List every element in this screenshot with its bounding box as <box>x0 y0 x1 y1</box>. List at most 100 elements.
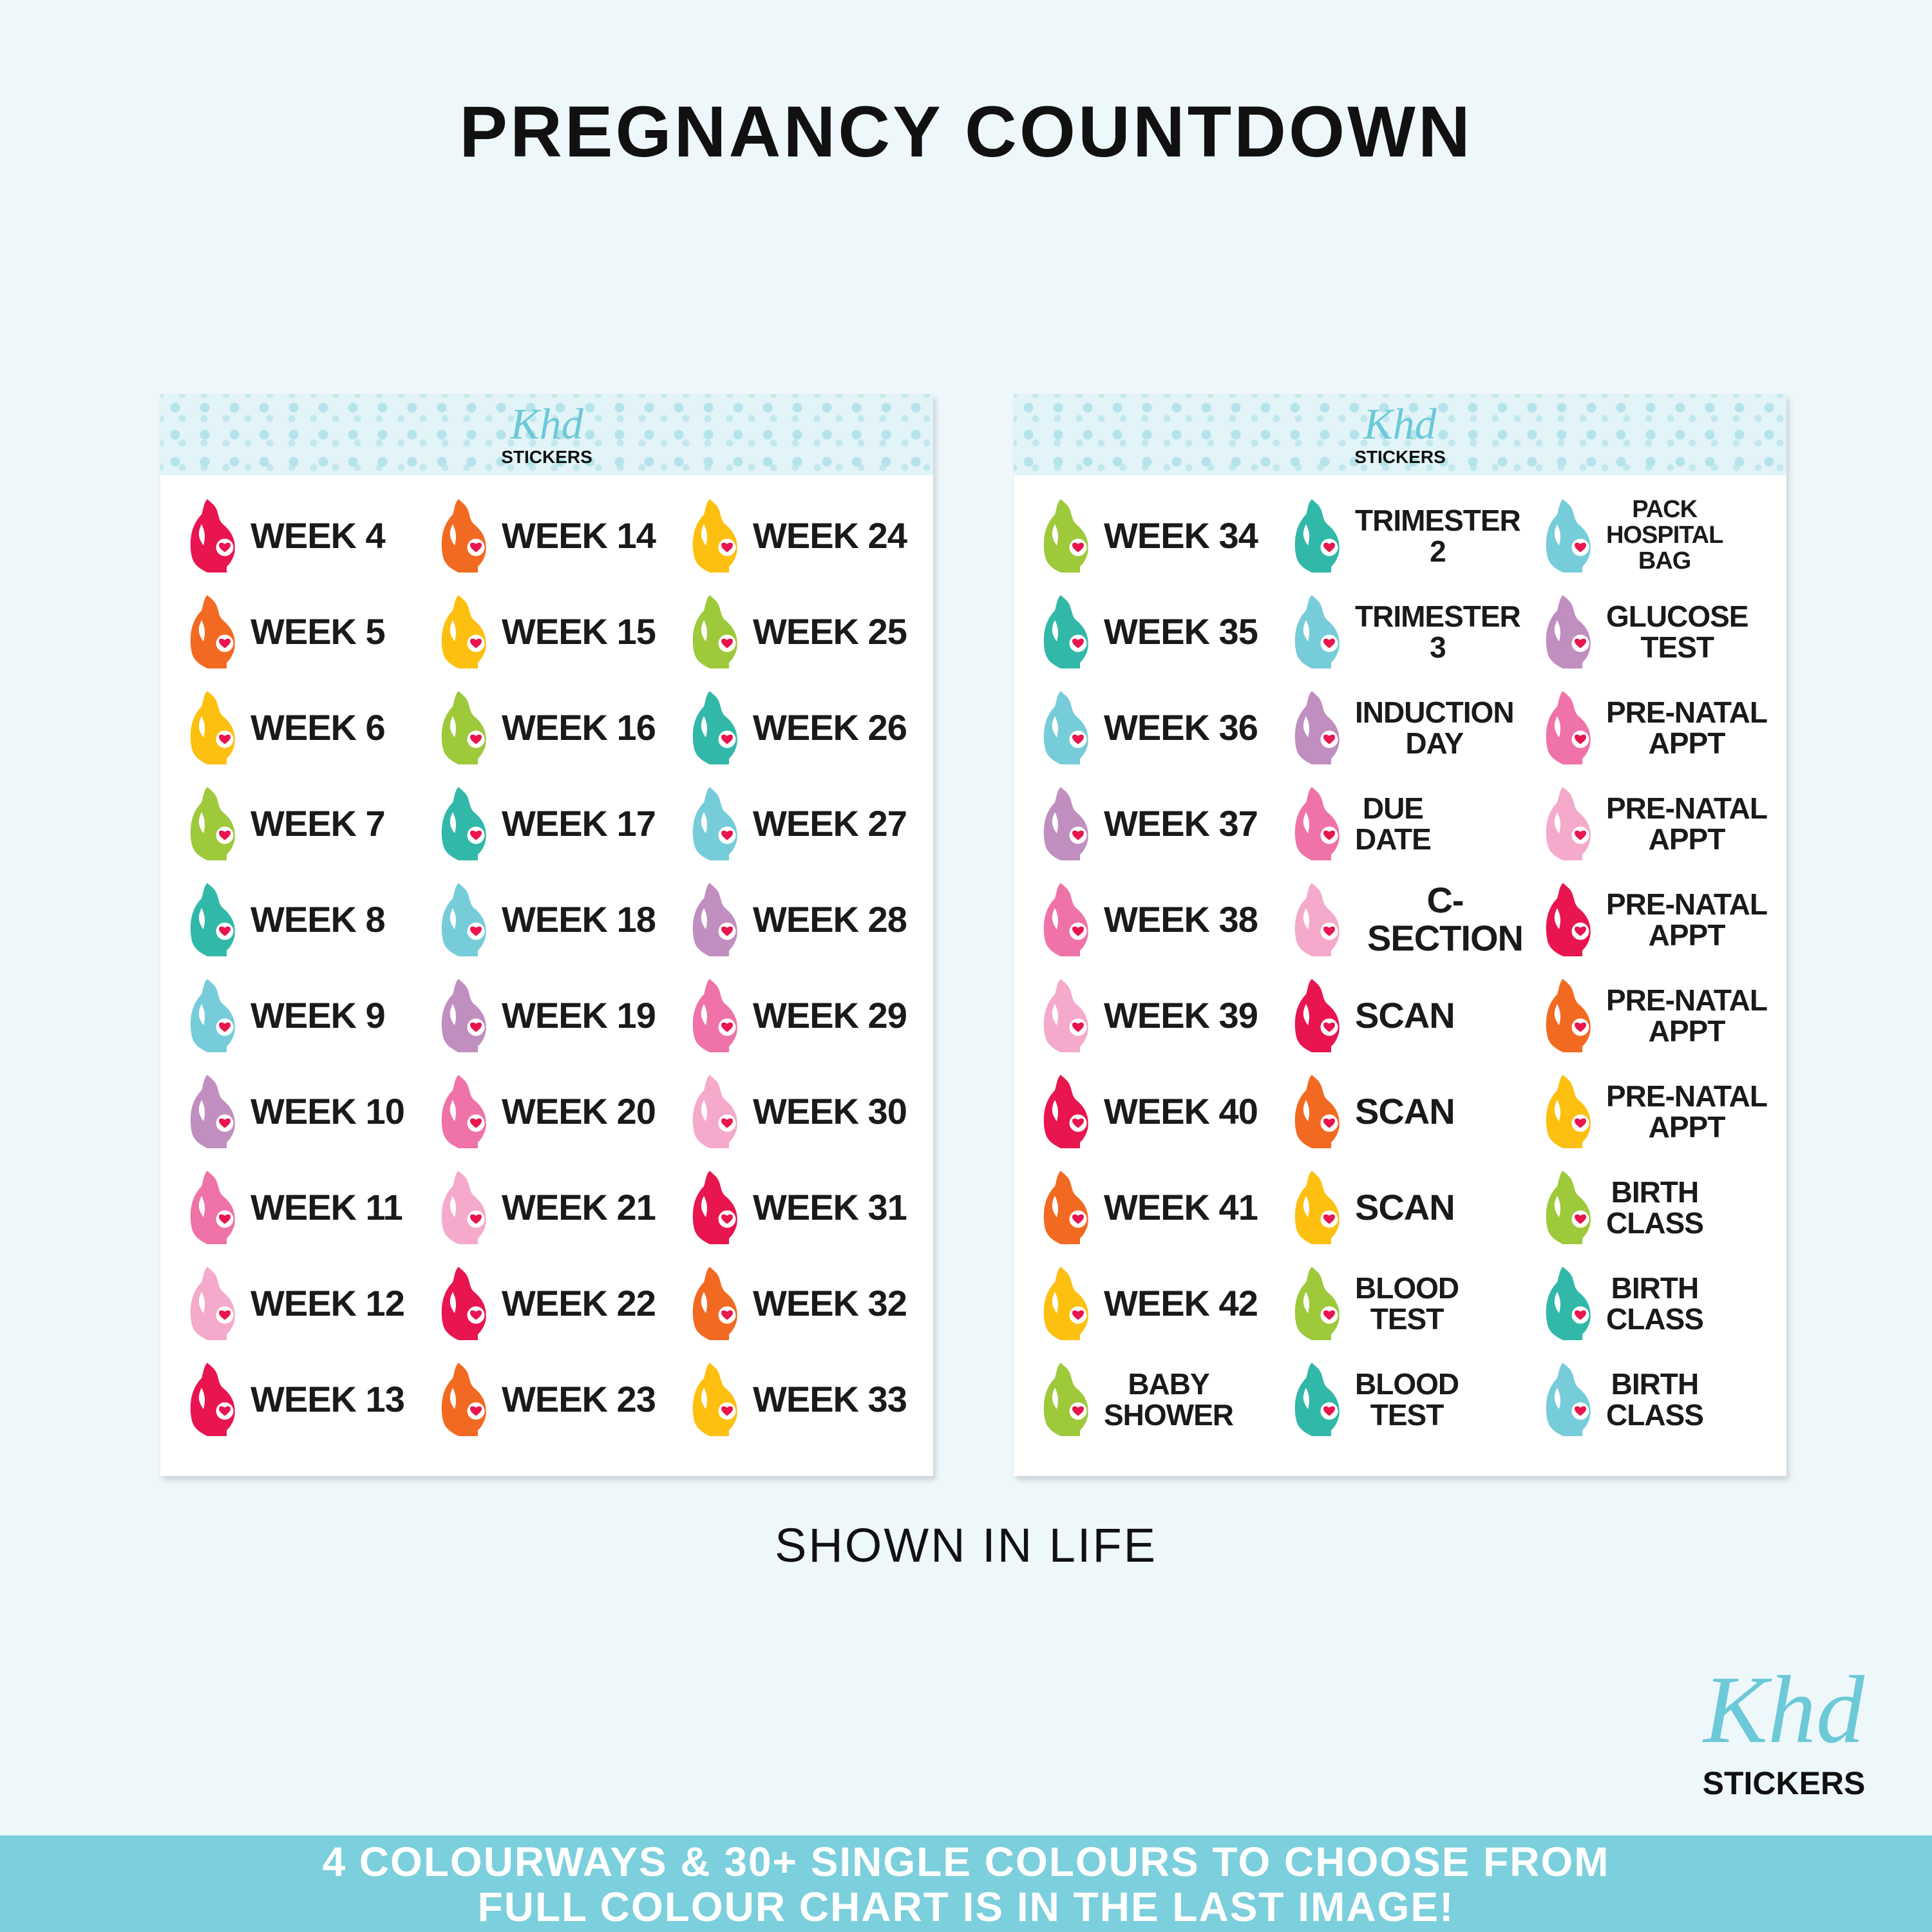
sticker-label: WEEK 11 <box>251 1186 403 1227</box>
pregnant-silhouette-icon <box>1294 1363 1340 1436</box>
sticker: BLOOD TEST <box>1291 1354 1535 1444</box>
sticker: GLUCOSE TEST <box>1542 587 1786 677</box>
pregnant-silhouette-icon <box>1294 595 1340 668</box>
sticker-label: BLOOD TEST <box>1355 1367 1459 1432</box>
sticker: BIRTH CLASS <box>1542 1162 1786 1253</box>
pregnant-silhouette-icon <box>1294 1267 1340 1340</box>
sticker: WEEK 12 <box>186 1258 431 1349</box>
pregnant-silhouette-icon <box>441 787 486 860</box>
sticker-label: WEEK 23 <box>502 1378 656 1419</box>
sticker: WEEK 31 <box>688 1162 933 1253</box>
sticker: TRIMESTER 3 <box>1291 587 1535 677</box>
sheet-header-band: Khd STICKERS <box>1014 394 1786 475</box>
pregnant-silhouette-icon <box>190 499 235 573</box>
sticker-label: WEEK 19 <box>502 994 656 1036</box>
pregnant-silhouette-icon <box>190 1075 235 1148</box>
sticker: SCAN <box>1291 1162 1535 1253</box>
pregnant-silhouette-icon <box>1043 979 1088 1052</box>
promo-banner: 4 COLOURWAYS & 30+ SINGLE COLOURS TO CHO… <box>0 1835 1932 1932</box>
sticker: WEEK 42 <box>1039 1258 1284 1349</box>
sticker-label: BLOOD TEST <box>1355 1271 1459 1336</box>
sticker: WEEK 14 <box>437 491 682 581</box>
sticker-label: SCAN <box>1355 994 1455 1036</box>
pregnant-silhouette-icon <box>441 499 486 573</box>
brand-logo-script: Khd <box>1703 1656 1865 1763</box>
sticker: WEEK 41 <box>1039 1162 1284 1253</box>
sticker-label: WEEK 15 <box>502 611 656 652</box>
pregnant-silhouette-icon <box>1043 1363 1088 1436</box>
sticker-label: WEEK 13 <box>251 1378 405 1419</box>
pregnant-silhouette-icon <box>1294 691 1340 764</box>
sticker: PRE-NATAL APPT <box>1542 683 1786 773</box>
sticker: WEEK 19 <box>437 971 682 1061</box>
sheet-logo-script: Khd <box>1363 399 1437 448</box>
sticker-label: WEEK 4 <box>251 515 386 556</box>
pregnant-silhouette-icon <box>1294 883 1340 956</box>
sticker: WEEK 11 <box>186 1162 431 1253</box>
pregnant-silhouette-icon <box>1294 979 1340 1052</box>
sticker-label: PRE-NATAL APPT <box>1606 791 1768 856</box>
pregnant-silhouette-icon <box>1546 1075 1591 1148</box>
sticker-label: WEEK 37 <box>1104 802 1258 844</box>
pregnant-silhouette-icon <box>190 979 235 1052</box>
sticker-sheet-1: Khd STICKERS WEEK 4 WEEK 5 WEEK 6 WEEK 7 WEE… <box>160 394 933 1476</box>
brand-logo: Khd STICKERS <box>1674 1655 1893 1802</box>
pregnant-silhouette-icon <box>441 883 486 956</box>
pregnant-silhouette-icon <box>1294 787 1340 860</box>
sheet-logo-script: Khd <box>510 399 583 448</box>
sticker-label: WEEK 33 <box>753 1378 907 1419</box>
pregnant-silhouette-icon <box>1546 979 1591 1052</box>
sticker: WEEK 6 <box>186 683 431 773</box>
sticker-label: WEEK 25 <box>753 611 907 652</box>
banner-line-2: FULL COLOUR CHART IS IN THE LAST IMAGE! <box>477 1884 1455 1930</box>
sticker: WEEK 7 <box>186 779 431 869</box>
sticker-label: PACK HOSPITAL BAG <box>1606 496 1723 574</box>
sticker-label: BIRTH CLASS <box>1606 1271 1704 1336</box>
sticker-label: WEEK 21 <box>502 1186 656 1227</box>
brand-logo-word: STICKERS <box>1702 1765 1866 1801</box>
sticker: BIRTH CLASS <box>1542 1258 1786 1349</box>
page-title: PREGNANCY COUNTDOWN <box>459 91 1473 172</box>
pregnant-silhouette-icon <box>190 1363 235 1436</box>
caption: SHOWN IN LIFE <box>774 1519 1158 1572</box>
sticker: WEEK 22 <box>437 1258 682 1349</box>
sticker: WEEK 25 <box>688 587 933 677</box>
pregnant-silhouette-icon <box>1546 1267 1591 1340</box>
sticker: WEEK 35 <box>1039 587 1284 677</box>
pregnant-silhouette-icon <box>1294 1075 1340 1148</box>
sticker-label: WEEK 14 <box>502 515 656 556</box>
pregnant-silhouette-icon <box>692 595 737 668</box>
pregnant-silhouette-icon <box>1043 595 1088 668</box>
sticker-label: WEEK 29 <box>753 994 907 1036</box>
pregnant-silhouette-icon <box>1043 691 1088 764</box>
sheet-logo: Khd STICKERS <box>501 401 592 468</box>
sticker: PRE-NATAL APPT <box>1542 1066 1786 1157</box>
pregnant-silhouette-icon <box>1043 1075 1088 1148</box>
sticker: DUE DATE <box>1291 779 1535 869</box>
sticker-label: SCAN <box>1355 1090 1455 1132</box>
sticker: WEEK 10 <box>186 1066 431 1157</box>
sticker: PACK HOSPITAL BAG <box>1542 491 1786 581</box>
sticker-label: PRE-NATAL APPT <box>1606 695 1768 760</box>
sticker: C-SECTION <box>1291 875 1535 965</box>
sticker: WEEK 8 <box>186 875 431 965</box>
pregnant-silhouette-icon <box>441 691 486 764</box>
sticker-label: BABY SHOWER <box>1104 1367 1234 1432</box>
sticker-label: WEEK 17 <box>502 802 656 844</box>
sticker: WEEK 28 <box>688 875 933 965</box>
sticker: WEEK 32 <box>688 1258 933 1349</box>
sticker: WEEK 5 <box>186 587 431 677</box>
sticker: WEEK 9 <box>186 971 431 1061</box>
sticker: TRIMESTER 2 <box>1291 491 1535 581</box>
sticker-label: WEEK 24 <box>753 515 907 556</box>
sticker: WEEK 21 <box>437 1162 682 1253</box>
sticker-label: WEEK 40 <box>1104 1090 1258 1132</box>
pregnant-silhouette-icon <box>1043 883 1088 956</box>
sticker-label: WEEK 20 <box>502 1090 656 1132</box>
sticker-label: WEEK 16 <box>502 706 656 748</box>
pregnant-silhouette-icon <box>1546 595 1591 668</box>
sticker-label: INDUCTION DAY <box>1355 695 1515 760</box>
pregnant-silhouette-icon <box>1043 787 1088 860</box>
pregnant-silhouette-icon <box>692 1075 737 1148</box>
sticker: WEEK 16 <box>437 683 682 773</box>
